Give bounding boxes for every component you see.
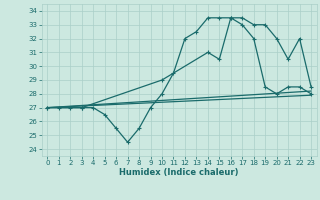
X-axis label: Humidex (Indice chaleur): Humidex (Indice chaleur) <box>119 168 239 177</box>
